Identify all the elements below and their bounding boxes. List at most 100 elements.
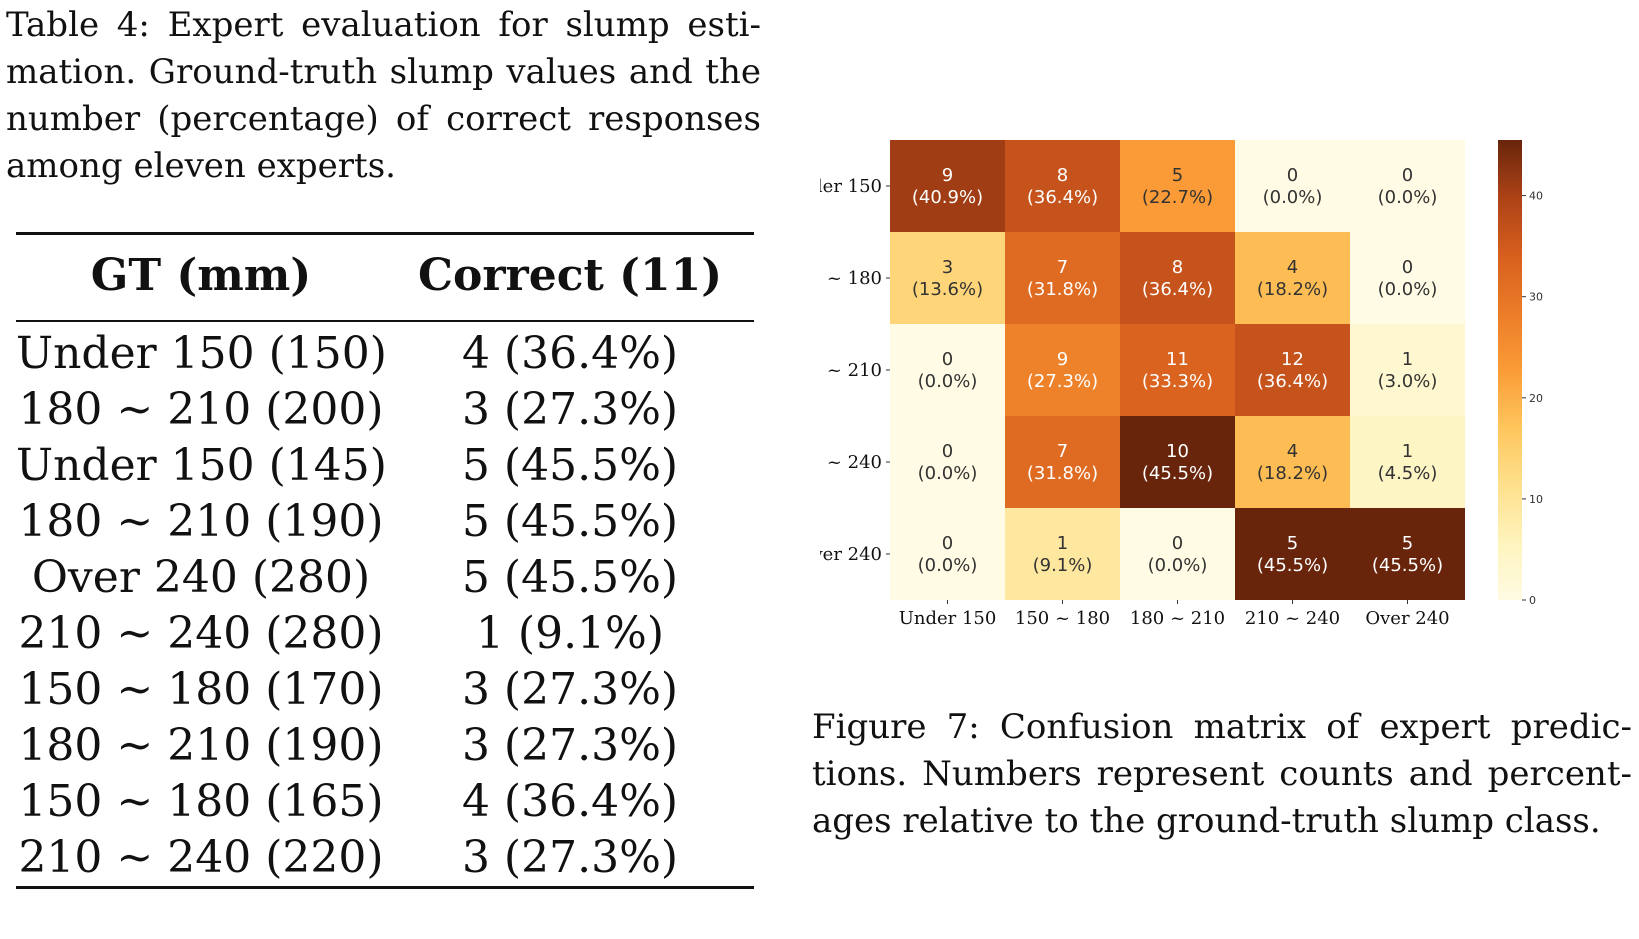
heatmap-cell-percent: (0.0%) — [918, 555, 978, 576]
colorbar — [1498, 140, 1522, 600]
heatmap-cell-count: 0 — [1402, 165, 1413, 186]
table-cell-correct: 3 (27.3%) — [461, 832, 679, 883]
heatmap-cell — [1235, 508, 1350, 600]
heatmap-cell-count: 1 — [1057, 533, 1068, 554]
table-cell-correct: 5 (45.5%) — [461, 552, 679, 603]
table-caption-line: mation. Ground-truth slump values and th… — [6, 52, 761, 92]
table-bottom-rule — [16, 886, 754, 889]
heatmap-cell-percent: (3.0%) — [1378, 371, 1438, 392]
heatmap-cell-percent: (0.0%) — [1263, 187, 1323, 208]
heatmap-cell-count: 10 — [1166, 441, 1189, 462]
figure-caption-line: ages relative to the ground-truth slump … — [812, 801, 1601, 841]
heatmap-cell — [1235, 232, 1350, 324]
heatmap-cell-count: 9 — [1057, 349, 1068, 370]
table-cell-correct: 4 (36.4%) — [461, 776, 679, 827]
figure-caption-line: tions. Numbers represent counts and perc… — [812, 754, 1632, 794]
heatmap-cell — [1235, 324, 1350, 416]
heatmap-cell-percent: (33.3%) — [1142, 371, 1213, 392]
row-label: 150 ~ 180 — [820, 268, 882, 289]
heatmap-cell-percent: (18.2%) — [1257, 279, 1328, 300]
heatmap-cell-count: 0 — [942, 441, 953, 462]
heatmap-cell-percent: (0.0%) — [1378, 187, 1438, 208]
table-cell-correct: 5 (45.5%) — [461, 440, 679, 491]
heatmap-cell — [1005, 232, 1120, 324]
heatmap-cell — [1350, 324, 1465, 416]
colorbar-tick-label: 20 — [1529, 392, 1543, 405]
colorbar-tick-label: 0 — [1529, 594, 1536, 607]
heatmap-cell-percent: (45.5%) — [1142, 463, 1213, 484]
heatmap-cell — [1350, 416, 1465, 508]
heatmap-cell-percent: (36.4%) — [1027, 187, 1098, 208]
row-label: Under 150 — [820, 176, 882, 197]
heatmap-cell-percent: (40.9%) — [912, 187, 983, 208]
heatmap-cell — [1235, 140, 1350, 232]
heatmap-cell-count: 1 — [1402, 441, 1413, 462]
heatmap-cell — [1005, 324, 1120, 416]
table-caption-line: among eleven experts. — [6, 146, 396, 186]
col-label: Under 150 — [899, 608, 997, 629]
table-cell-gt: 180 ~ 210 (190) — [18, 496, 384, 547]
table-cell-gt: 150 ~ 180 (170) — [18, 664, 384, 715]
heatmap-cell-count: 12 — [1281, 349, 1304, 370]
table-cell-correct: 1 (9.1%) — [475, 608, 665, 659]
heatmap-cell-count: 8 — [1172, 257, 1183, 278]
heatmap-cell-percent: (27.3%) — [1027, 371, 1098, 392]
table-cell-correct: 3 (27.3%) — [461, 720, 679, 771]
heatmap-cell-count: 5 — [1172, 165, 1183, 186]
heatmap-cell — [890, 324, 1005, 416]
heatmap-cell — [1005, 416, 1120, 508]
heatmap-cell-percent: (0.0%) — [1148, 555, 1208, 576]
heatmap-cell-percent: (18.2%) — [1257, 463, 1328, 484]
colorbar-tick-label: 40 — [1529, 190, 1543, 203]
row-label: Over 240 — [820, 544, 882, 565]
header-correct: Correct (11) — [417, 250, 723, 301]
heatmap-cell-count: 4 — [1287, 257, 1298, 278]
table-cell-correct: 4 (36.4%) — [461, 328, 679, 379]
heatmap-cell-count: 7 — [1057, 441, 1068, 462]
heatmap-cell — [1350, 140, 1465, 232]
heatmap-cell-count: 7 — [1057, 257, 1068, 278]
heatmap-cell-percent: (0.0%) — [918, 371, 978, 392]
heatmap-cell — [890, 416, 1005, 508]
table-caption-line: number (percentage) of correct responses — [6, 99, 761, 139]
confusion-matrix-chart: 9(40.9%)8(36.4%)5(22.7%)0(0.0%)0(0.0%)3(… — [820, 140, 1543, 629]
table-cell-correct: 3 (27.3%) — [461, 384, 679, 435]
table-cell-correct: 3 (27.3%) — [461, 664, 679, 715]
table-caption-line: Table 4: Expert evaluation for slump est… — [6, 5, 761, 45]
heatmap-cell-percent: (0.0%) — [1378, 279, 1438, 300]
table-cell-gt: 210 ~ 240 (280) — [18, 608, 384, 659]
heatmap-cell — [1120, 140, 1235, 232]
header-gt: GT (mm) — [90, 250, 312, 301]
col-label: Over 240 — [1365, 608, 1449, 629]
heatmap-cell — [1235, 416, 1350, 508]
heatmap-cell-percent: (45.5%) — [1372, 555, 1443, 576]
heatmap-cell — [1350, 232, 1465, 324]
heatmap-cell-count: 0 — [942, 349, 953, 370]
heatmap-cell-count: 0 — [1287, 165, 1298, 186]
table-cell-gt: 150 ~ 180 (165) — [18, 776, 384, 827]
table-cell-gt: Under 150 (145) — [16, 440, 387, 491]
heatmap-cell-count: 0 — [942, 533, 953, 554]
heatmap-cell — [1350, 508, 1465, 600]
heatmap-cell-percent: (45.5%) — [1257, 555, 1328, 576]
heatmap-cell-percent: (4.5%) — [1378, 463, 1438, 484]
heatmap-cell — [1005, 140, 1120, 232]
table-cell-gt: Under 150 (150) — [16, 328, 387, 379]
col-label: 210 ~ 240 — [1245, 608, 1340, 629]
heatmap-cell-percent: (31.8%) — [1027, 463, 1098, 484]
heatmap-cell-count: 11 — [1166, 349, 1189, 370]
heatmap-cell — [1120, 232, 1235, 324]
heatmap-cell-percent: (36.4%) — [1142, 279, 1213, 300]
heatmap-cell-percent: (9.1%) — [1033, 555, 1093, 576]
heatmap-cell-count: 4 — [1287, 441, 1298, 462]
heatmap-cell — [1120, 416, 1235, 508]
heatmap-cell — [890, 508, 1005, 600]
heatmap-cell-percent: (0.0%) — [918, 463, 978, 484]
heatmap-cell-percent: (13.6%) — [912, 279, 983, 300]
figure-caption-line: Figure 7: Confusion matrix of expert pre… — [812, 707, 1632, 747]
heatmap-cell — [1120, 508, 1235, 600]
table-cell-correct: 5 (45.5%) — [461, 496, 679, 547]
heatmap-cell — [1120, 324, 1235, 416]
table-cell-gt: Over 240 (280) — [31, 552, 371, 603]
colorbar-tick-label: 30 — [1529, 291, 1543, 304]
